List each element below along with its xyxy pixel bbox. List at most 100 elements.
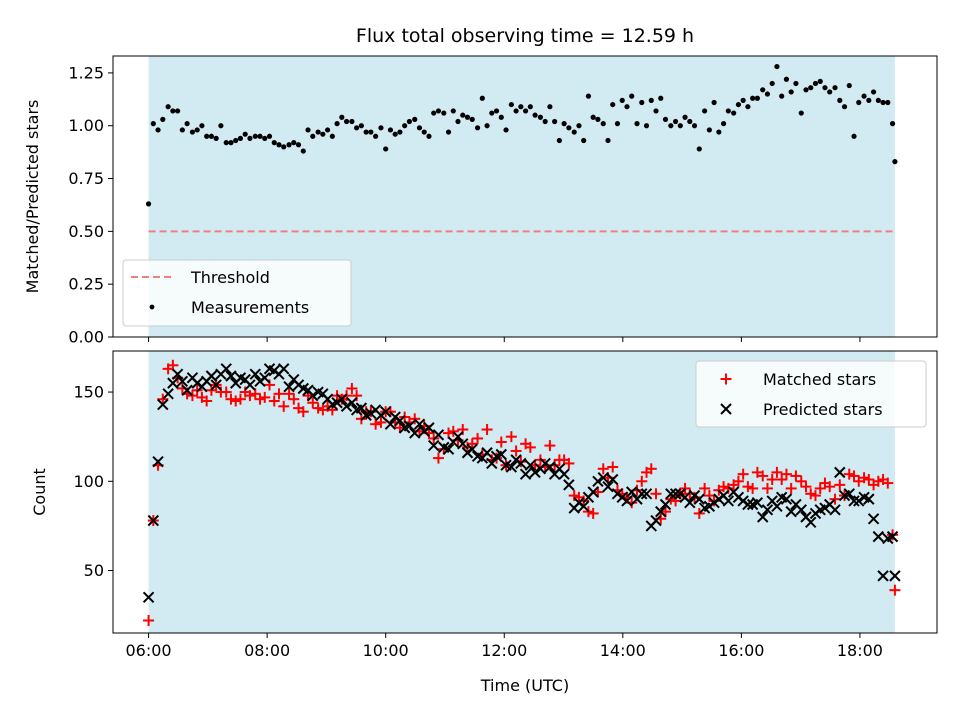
predicted-star-point [162, 388, 174, 400]
measurement-point [358, 123, 364, 129]
predicted-star-point-b [466, 443, 478, 455]
predicted-star-point-b [336, 393, 348, 405]
predicted-star-point [889, 570, 901, 582]
measurement-point [706, 127, 712, 133]
predicted-star-point [171, 368, 184, 380]
predicted-star-point [167, 377, 179, 389]
predicted-star-point [659, 498, 672, 511]
measurement-point [291, 140, 297, 146]
predicted-star-point [336, 393, 348, 405]
predicted-star-point-b [394, 414, 406, 427]
measurement-point [634, 121, 640, 127]
predicted-star-point-b [742, 498, 754, 511]
measurement-point [745, 104, 751, 110]
matched-star-point [186, 390, 198, 402]
predicted-star-point [181, 384, 193, 396]
predicted-star-point-b [321, 393, 334, 405]
predicted-star-point-b [795, 504, 807, 516]
measurement-point [354, 125, 360, 131]
matched-star-point [481, 424, 493, 436]
predicted-star-point [249, 368, 261, 380]
measurement-point [469, 116, 475, 122]
top-y-axis-label: Matched/Predicted stars [23, 100, 42, 294]
predicted-star-point [853, 495, 865, 507]
matched-star-point [273, 388, 285, 400]
predicted-star-point-b [403, 420, 416, 432]
matched-star-point [157, 393, 169, 405]
predicted-star-point [761, 504, 774, 516]
predicted-star-point [771, 500, 783, 512]
predicted-star-point [176, 375, 189, 388]
matched-star-point [447, 425, 459, 437]
measurement-point [150, 121, 156, 127]
matched-star-point [297, 406, 309, 418]
matched-star-point [582, 506, 594, 518]
measurement-point [329, 133, 335, 139]
predicted-star-point [505, 461, 518, 473]
matched-star-point [636, 475, 648, 487]
measurement-point [199, 123, 205, 129]
measurement-point [165, 104, 171, 110]
predicted-star-point [220, 363, 232, 375]
measurement-point [856, 99, 862, 106]
predicted-star-point [636, 488, 648, 500]
predicted-star-point-b [423, 422, 435, 434]
predicted-star-point [524, 459, 537, 471]
measurement-point [817, 78, 823, 84]
measurement-point [339, 114, 345, 120]
predicted-star-point [428, 439, 440, 452]
matched-star-point [254, 393, 266, 405]
measurement-point [808, 85, 814, 91]
measurement-point [527, 104, 533, 110]
measurement-point [484, 123, 490, 129]
predicted-star-point-b [171, 368, 184, 380]
matched-star-point [244, 390, 256, 402]
measurement-point [266, 133, 273, 139]
matched-star-point [834, 479, 846, 491]
x-axis-label: Time (UTC) [480, 676, 569, 695]
predicted-star-point-b [829, 504, 841, 516]
predicted-star-point [558, 468, 570, 480]
predicted-star-point-b [607, 473, 619, 486]
matched-star-point [747, 482, 759, 494]
matched-star-point [307, 397, 319, 409]
predicted-star-point-b [529, 466, 541, 479]
measurement-point [170, 108, 176, 114]
predicted-star-point-b [751, 497, 764, 509]
measurement-point [610, 101, 616, 108]
matched-star-point [776, 474, 788, 486]
predicted-star-point [278, 363, 290, 375]
measurement-point [880, 99, 886, 106]
measurement-point [764, 91, 771, 97]
predicted-star-point-b [147, 514, 160, 527]
measurement-point [803, 87, 809, 93]
predicted-star-point [394, 414, 406, 427]
matched-star-point [814, 482, 826, 494]
measurement-point [426, 133, 432, 139]
predicted-star-point [872, 530, 885, 543]
measurement-point [223, 140, 229, 146]
predicted-star-point [529, 466, 541, 479]
predicted-star-point-b [805, 516, 817, 529]
predicted-star-point-b [162, 388, 174, 400]
predicted-star-point-b [761, 504, 774, 516]
predicted-star-point-b [259, 372, 271, 384]
predicted-star-point-b [636, 488, 648, 500]
measurement-point [595, 116, 601, 122]
measurement-point [518, 104, 524, 110]
matched-star-point [346, 382, 358, 394]
measurement-point [605, 137, 611, 144]
predicted-star-point [805, 516, 817, 529]
predicted-star-point-b [428, 439, 440, 452]
predicted-star-point-b [872, 530, 885, 543]
predicted-star-point-b [239, 373, 251, 386]
measurement-point [460, 112, 466, 118]
predicted-star-point [607, 473, 619, 486]
predicted-star-point-b [544, 461, 556, 473]
measurement-point [696, 146, 702, 152]
predicted-star-point-b [181, 384, 193, 396]
predicted-star-point-b [853, 495, 865, 507]
matched-star-point [737, 468, 749, 480]
measurement-point [242, 131, 248, 137]
predicted-star-point [495, 448, 507, 461]
